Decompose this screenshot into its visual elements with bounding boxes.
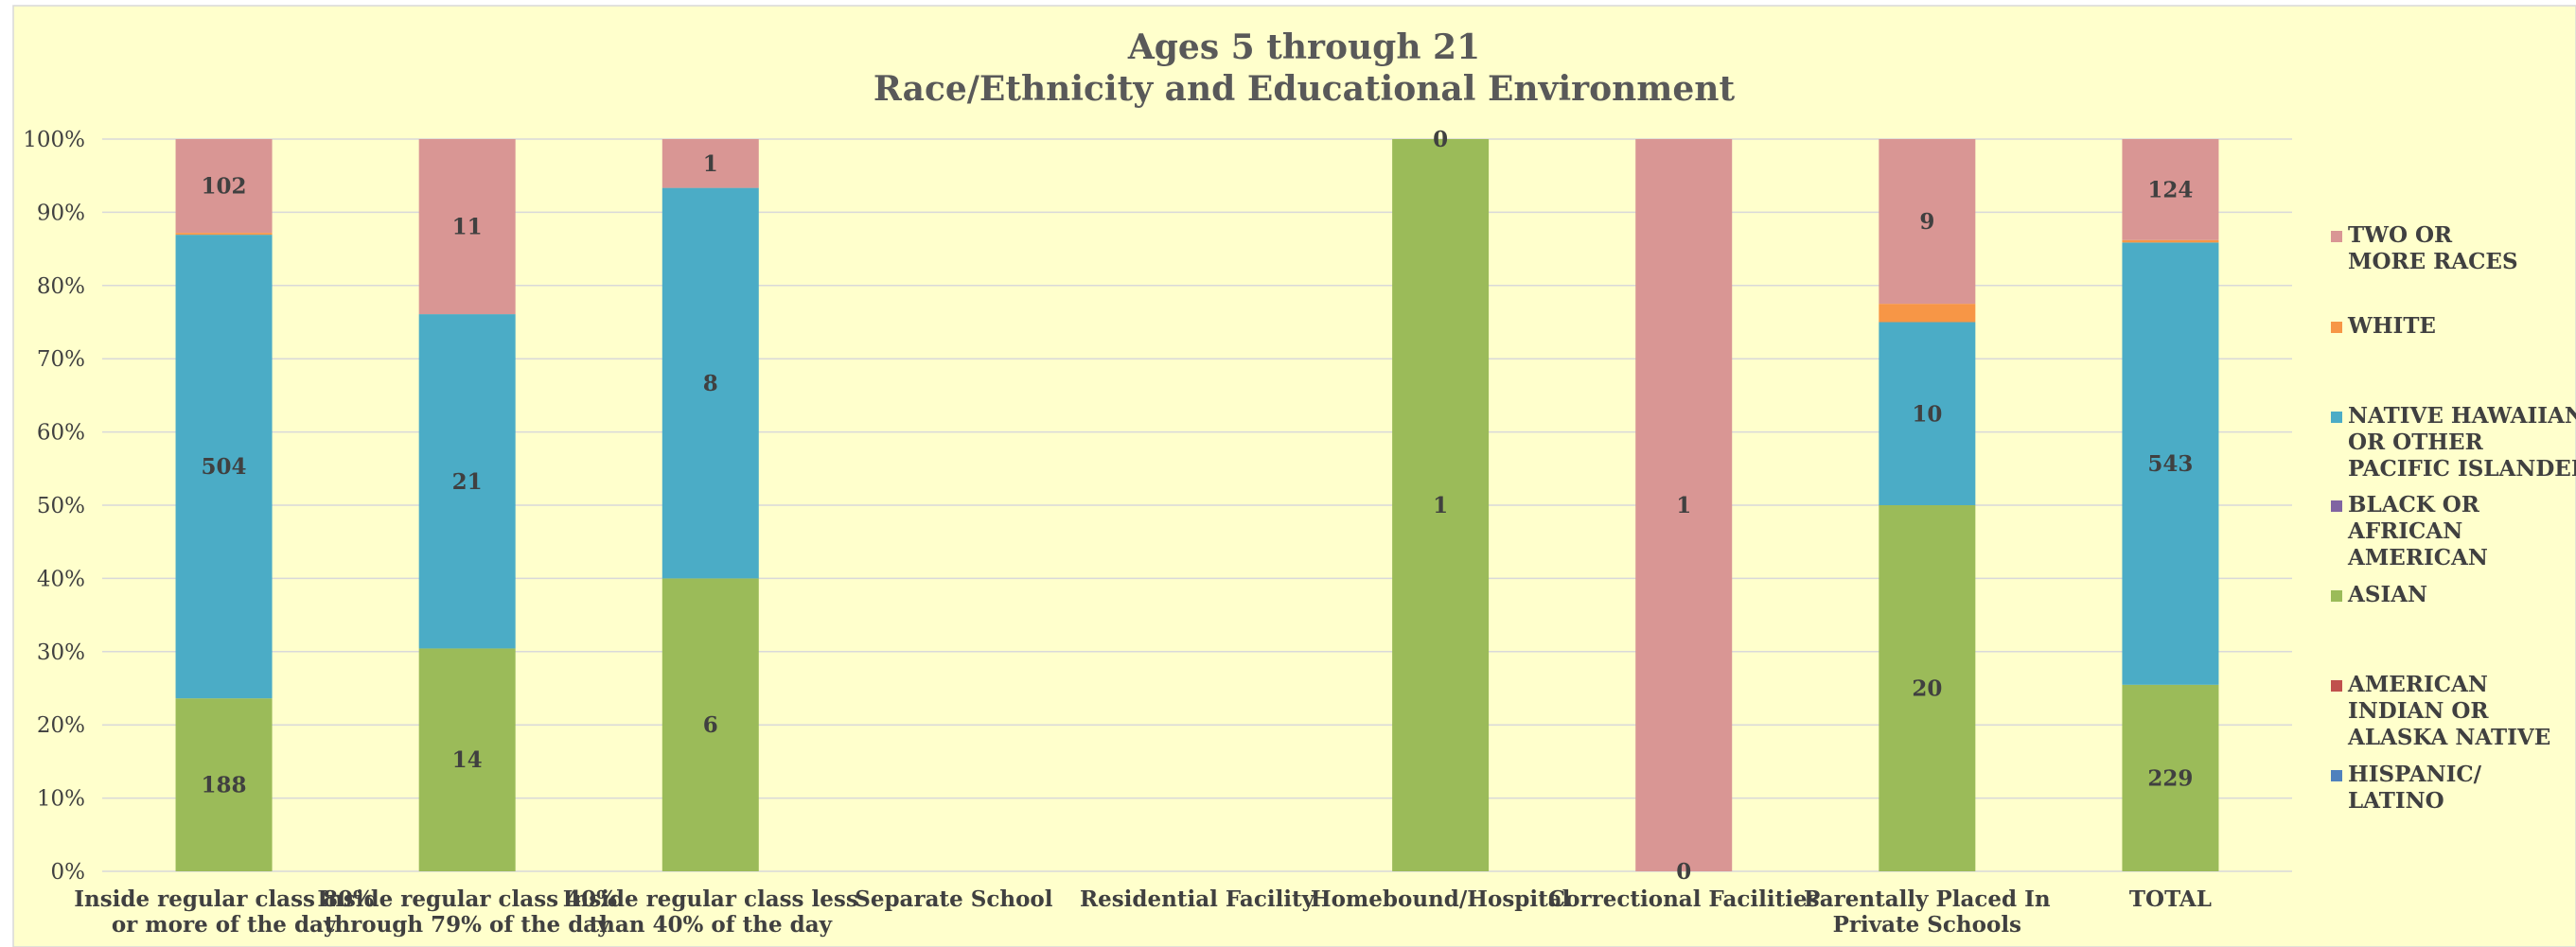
legend-label: HISPANIC/ <box>2348 762 2482 787</box>
legend-label: NATIVE HAWAIIAN <box>2348 403 2576 429</box>
bar-segment <box>175 233 273 236</box>
y-tick-label: 0% <box>51 860 86 885</box>
y-tick-label: 30% <box>37 640 85 665</box>
legend-swatch <box>2331 500 2342 512</box>
bar-segment <box>1392 139 1490 871</box>
x-tick-label: Inside regular class 80% <box>74 886 374 912</box>
legend-label: AMERICAN <box>2347 545 2488 570</box>
y-tick-label: 70% <box>37 347 85 372</box>
y-tick-label: 20% <box>37 713 85 738</box>
x-tick-label: than 40% of the day <box>590 912 833 938</box>
bar-segment <box>1879 304 1976 323</box>
legend-label: MORE RACES <box>2348 249 2518 274</box>
bar-segment <box>2122 684 2219 871</box>
data-label: 10 <box>1912 401 1942 427</box>
x-tick-label: or more of the day <box>112 912 337 938</box>
data-label: 14 <box>452 747 483 773</box>
chart-title: Ages 5 through 21 <box>1127 27 1480 67</box>
x-tick-label: Inside regular class less <box>563 886 858 912</box>
bar-segment <box>662 139 759 188</box>
bar-segment <box>662 187 759 579</box>
legend-label: AMERICAN <box>2347 672 2488 697</box>
bar-segment <box>175 235 273 699</box>
bar-segment <box>2122 242 2219 685</box>
data-label: 8 <box>703 371 718 396</box>
y-tick-label: 90% <box>37 201 85 225</box>
legend-swatch <box>2331 680 2342 692</box>
data-label: 0 <box>1433 127 1448 152</box>
y-tick-label: 60% <box>37 421 85 446</box>
bar-segment <box>418 648 516 871</box>
bar-segment <box>418 314 516 649</box>
data-label: 9 <box>1919 209 1934 235</box>
y-tick-label: 40% <box>37 567 85 591</box>
data-label: 1 <box>1433 493 1448 518</box>
y-tick-label: 10% <box>37 787 85 812</box>
data-label: 20 <box>1912 676 1942 702</box>
bar-segment <box>1879 322 1976 505</box>
bar-segment <box>175 698 273 871</box>
legend-label: OR OTHER <box>2348 430 2484 455</box>
legend-swatch <box>2331 412 2342 423</box>
legend-swatch <box>2331 231 2342 242</box>
legend-label: BLACK OR <box>2348 492 2480 517</box>
bar-segment <box>418 139 516 315</box>
legend-label: ASIAN <box>2347 582 2427 607</box>
y-tick-label: 80% <box>37 274 85 299</box>
x-tick-label: TOTAL <box>2129 886 2212 912</box>
data-label: 124 <box>2147 177 2193 202</box>
x-tick-label: through 79% of the day <box>325 912 610 938</box>
bar-segment <box>1635 139 1733 871</box>
y-tick-label: 50% <box>37 494 85 518</box>
x-tick-label: Parentally Placed In <box>1804 886 2051 912</box>
data-label: 1 <box>703 151 718 177</box>
bar-segment <box>1879 505 1976 871</box>
legend-label: INDIAN OR <box>2348 698 2489 724</box>
x-tick-label: Residential Facility <box>1080 886 1315 912</box>
data-label: 21 <box>452 469 483 495</box>
x-tick-label: Homebound/Hospital <box>1311 886 1571 912</box>
bar-segment <box>662 578 759 871</box>
data-label: 504 <box>202 454 247 480</box>
legend-label: WHITE <box>2347 313 2436 339</box>
bar-segment <box>1879 139 1976 305</box>
legend-label: PACIFIC ISLANDER <box>2348 456 2576 482</box>
legend-swatch <box>2331 770 2342 781</box>
data-label: 11 <box>452 215 483 240</box>
legend-label: AFRICAN <box>2347 518 2462 544</box>
x-tick-label: Correctional Facilities <box>1548 886 1820 912</box>
bar-segment <box>2122 239 2219 243</box>
legend-label: ALASKA NATIVE <box>2347 725 2550 750</box>
legend-swatch <box>2331 590 2342 602</box>
x-tick-label: Separate School <box>855 886 1053 912</box>
legend-label: LATINO <box>2348 788 2444 814</box>
data-label: 1 <box>1676 493 1691 518</box>
data-label: 543 <box>2147 451 2193 477</box>
x-tick-label: Inside regular class 40% <box>317 886 617 912</box>
legend-swatch <box>2331 322 2342 333</box>
data-label: 188 <box>202 773 247 798</box>
y-tick-label: 100% <box>23 128 85 152</box>
data-label: 102 <box>202 174 247 200</box>
bar-segment <box>2122 139 2219 240</box>
x-tick-label: Private Schools <box>1833 912 2021 938</box>
legend-label: TWO OR <box>2348 222 2453 248</box>
data-label: 229 <box>2147 765 2193 791</box>
bar-segment <box>175 139 273 234</box>
chart-subtitle: Race/Ethnicity and Educational Environme… <box>873 69 1736 109</box>
data-label: 0 <box>1676 859 1691 885</box>
data-label: 6 <box>703 712 718 738</box>
